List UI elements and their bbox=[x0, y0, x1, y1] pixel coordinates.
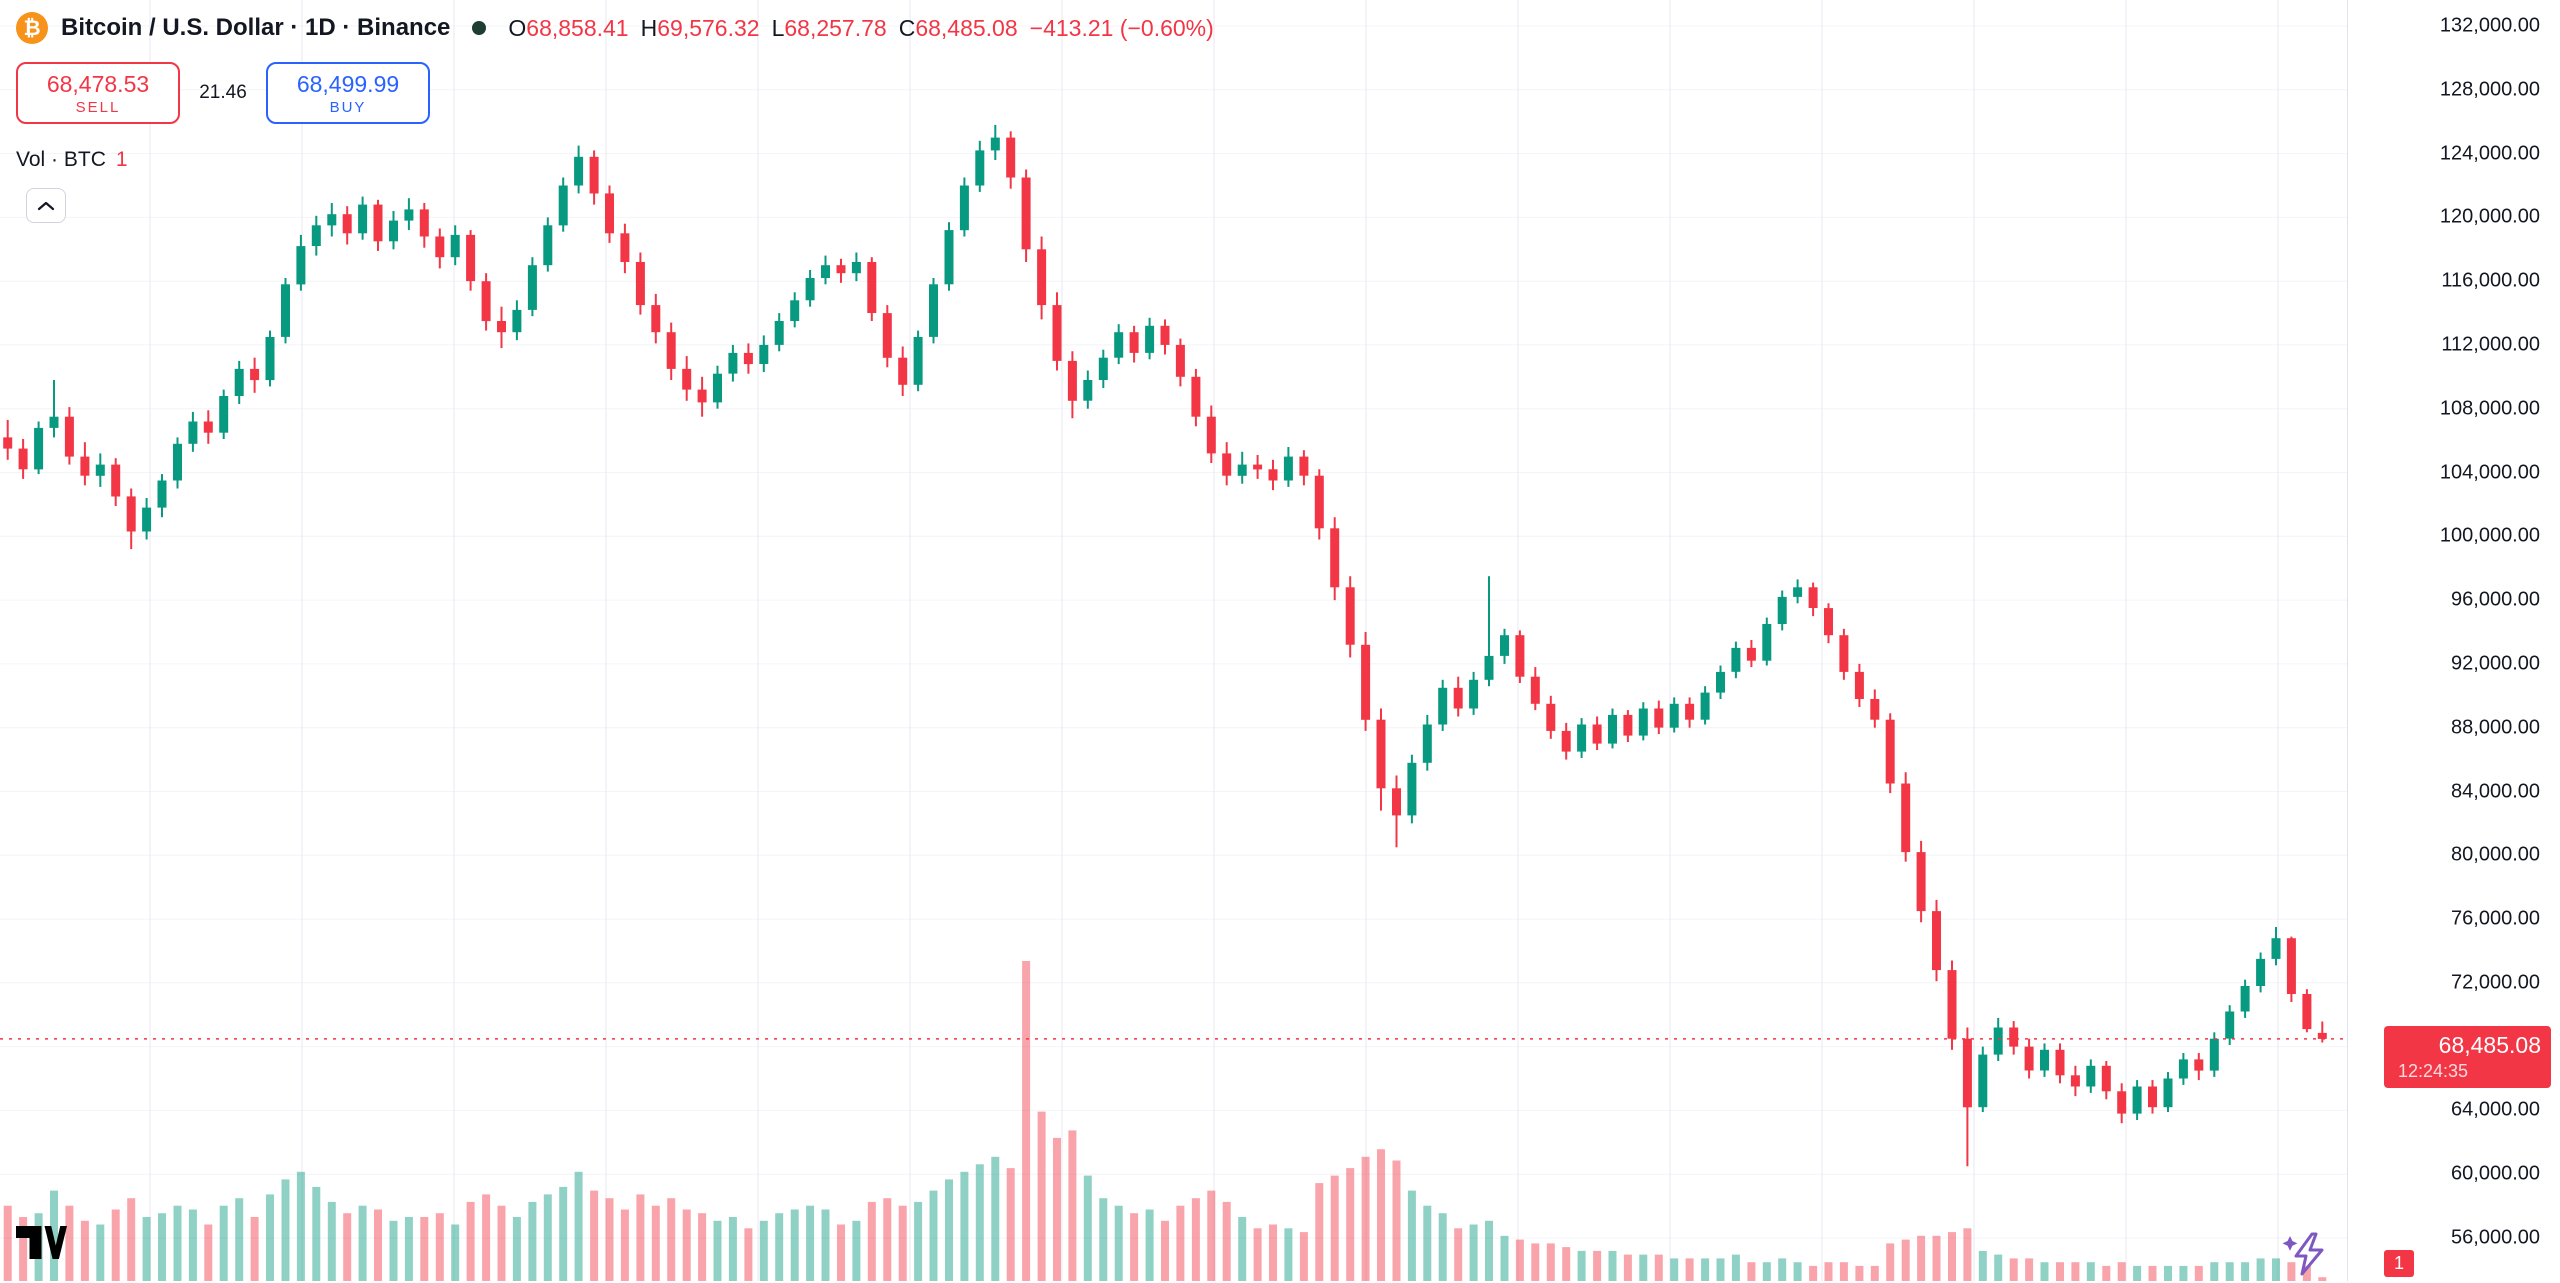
price-axis-tick: 108,000.00 bbox=[2439, 397, 2540, 420]
tradingview-logo-icon bbox=[16, 1226, 67, 1259]
price-axis-tick: 132,000.00 bbox=[2439, 14, 2540, 37]
volume-indicator-label: Vol · BTC bbox=[16, 148, 106, 171]
price-axis-tick: 72,000.00 bbox=[2451, 971, 2540, 994]
chevron-up-icon bbox=[37, 201, 55, 210]
buy-label: BUY bbox=[329, 98, 367, 116]
low-value: 68,257.78 bbox=[784, 14, 887, 41]
market-status-icon bbox=[472, 21, 487, 35]
price-axis-tick: 88,000.00 bbox=[2451, 716, 2540, 739]
high-label: H bbox=[640, 14, 658, 41]
price-axis-tick: 100,000.00 bbox=[2439, 524, 2540, 547]
bar-countdown: 12:24:35 bbox=[2398, 1060, 2469, 1081]
price-axis-tick: 120,000.00 bbox=[2439, 205, 2540, 228]
buy-button[interactable]: 68,499.99 BUY bbox=[266, 62, 430, 124]
buy-price: 68,499.99 bbox=[296, 70, 400, 97]
change-value: −413.21 (−0.60%) bbox=[1029, 14, 1214, 41]
price-axis[interactable]: 132,000.00 128,000.00 124,000.00 120,000.00… bbox=[2347, 0, 2560, 1281]
price-axis-tick: 60,000.00 bbox=[2451, 1162, 2540, 1185]
current-volume-badge: 1 bbox=[2384, 1250, 2415, 1277]
price-axis-tick: 92,000.00 bbox=[2451, 652, 2540, 675]
volume-indicator-legend[interactable]: Vol · BTC 1 bbox=[16, 148, 128, 172]
price-axis-tick: 80,000.00 bbox=[2451, 843, 2540, 866]
sell-button[interactable]: 68,478.53 SELL bbox=[16, 62, 180, 124]
price-axis-tick: 64,000.00 bbox=[2451, 1098, 2540, 1121]
last-price-value: 68,485.08 bbox=[2438, 1031, 2541, 1058]
collapse-legend-button[interactable] bbox=[26, 188, 66, 223]
high-value: 69,576.32 bbox=[657, 14, 760, 41]
price-axis-tick: 76,000.00 bbox=[2451, 907, 2540, 930]
open-value: 68,858.41 bbox=[526, 14, 629, 41]
low-label: L bbox=[771, 14, 785, 41]
last-price-label: 68,485.08 12:24:35 bbox=[2384, 1025, 2551, 1088]
sell-label: SELL bbox=[75, 98, 121, 116]
price-axis-tick: 128,000.00 bbox=[2439, 78, 2540, 101]
bitcoin-icon: ₿ bbox=[16, 12, 48, 44]
price-axis-tick: 104,000.00 bbox=[2439, 461, 2540, 483]
price-axis-tick: 112,000.00 bbox=[2441, 333, 2540, 356]
close-label: C bbox=[898, 14, 916, 41]
sell-price: 68,478.53 bbox=[46, 70, 150, 97]
lightning-icon bbox=[2282, 1232, 2324, 1276]
symbol-title[interactable]: Bitcoin / U.S. Dollar · 1D · Binance bbox=[61, 14, 451, 41]
spread-value: 21.46 bbox=[199, 82, 247, 103]
tradingview-logo[interactable] bbox=[16, 1226, 70, 1264]
price-axis-tick: 96,000.00 bbox=[2451, 588, 2540, 611]
close-value: 68,485.08 bbox=[915, 14, 1018, 41]
price-axis-tick: 84,000.00 bbox=[2451, 780, 2540, 802]
chart-legend: ₿ Bitcoin / U.S. Dollar · 1D · Binance O… bbox=[16, 12, 1214, 44]
price-axis-tick: 56,000.00 bbox=[2451, 1226, 2540, 1249]
boost-button[interactable] bbox=[2280, 1228, 2338, 1283]
open-label: O bbox=[508, 14, 527, 41]
volume-indicator-value: 1 bbox=[115, 148, 128, 171]
price-axis-tick: 124,000.00 bbox=[2439, 142, 2540, 165]
price-axis-tick: 116,000.00 bbox=[2441, 269, 2540, 292]
ohlc-readout: O68,858.41 H69,576.32 L68,257.78 C68,485… bbox=[496, 15, 1213, 42]
trade-panel: 68,478.53 SELL 21.46 68,499.99 BUY bbox=[16, 62, 430, 124]
